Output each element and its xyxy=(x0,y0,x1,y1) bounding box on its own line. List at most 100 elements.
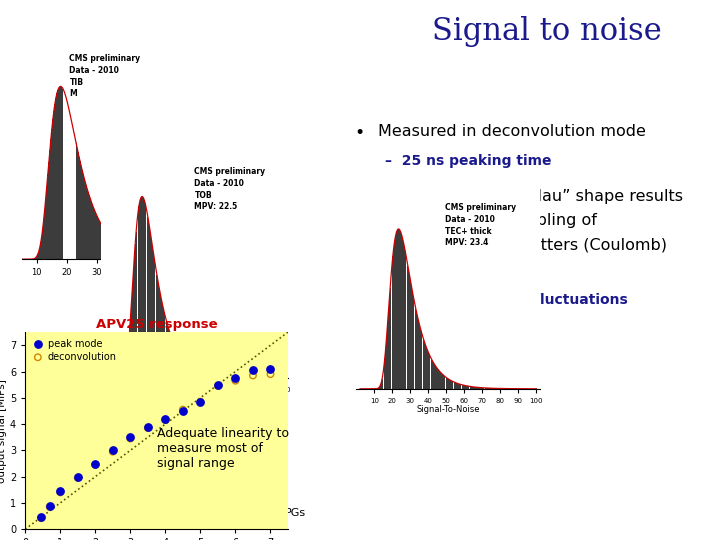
Bar xyxy=(212,375,213,378)
Bar xyxy=(385,348,386,389)
Bar xyxy=(466,386,467,389)
peak mode xyxy=(107,446,119,455)
Bar xyxy=(441,373,442,389)
Bar xyxy=(472,387,473,389)
Bar xyxy=(410,281,411,389)
Bar xyxy=(171,336,172,378)
Bar xyxy=(186,363,187,378)
Bar xyxy=(160,295,161,378)
Bar xyxy=(439,372,440,389)
Bar xyxy=(190,366,191,378)
X-axis label: Signal-To-Noise: Signal-To-Noise xyxy=(416,405,480,414)
Bar xyxy=(206,374,207,378)
Title: APV25 response: APV25 response xyxy=(96,318,217,331)
Bar xyxy=(411,286,412,389)
Bar xyxy=(147,212,148,378)
Bar xyxy=(389,300,390,389)
Bar xyxy=(156,275,157,378)
Bar xyxy=(36,256,37,259)
Bar xyxy=(124,374,125,378)
Bar xyxy=(485,388,486,389)
Text: CMS preliminary
Data - 2010
TOB
MPV: 22.5: CMS preliminary Data - 2010 TOB MPV: 22.… xyxy=(194,167,266,212)
Bar xyxy=(96,217,98,259)
deconvolution xyxy=(72,474,84,482)
Bar xyxy=(132,252,133,259)
Bar xyxy=(150,234,151,378)
Bar xyxy=(387,325,388,389)
Bar xyxy=(51,129,53,259)
peak mode xyxy=(35,513,47,522)
Bar xyxy=(126,366,127,378)
Text: Characteristic “Landau” shape results: Characteristic “Landau” shape results xyxy=(378,189,683,204)
Bar xyxy=(416,313,417,389)
Bar xyxy=(133,253,134,259)
Bar xyxy=(135,253,136,259)
peak mode xyxy=(212,380,224,389)
deconvolution xyxy=(194,397,206,406)
Bar xyxy=(50,139,51,259)
Bar xyxy=(422,334,423,389)
Bar xyxy=(188,365,189,378)
Bar xyxy=(122,247,123,259)
Bar xyxy=(198,372,199,378)
Bar xyxy=(405,255,407,389)
Bar xyxy=(134,253,135,259)
Bar xyxy=(176,349,177,378)
Bar xyxy=(131,300,132,378)
Text: –  25 ns peaking time: – 25 ns peaking time xyxy=(385,154,552,168)
Bar xyxy=(159,290,160,378)
deconvolution xyxy=(89,461,101,469)
Bar xyxy=(403,242,404,389)
Bar xyxy=(432,361,433,389)
Bar xyxy=(180,355,181,378)
Bar xyxy=(178,353,179,378)
Bar xyxy=(218,376,219,378)
Bar xyxy=(151,240,152,378)
Bar xyxy=(60,86,61,259)
Bar xyxy=(170,334,171,378)
Bar xyxy=(380,385,381,389)
Bar xyxy=(444,376,445,389)
Bar xyxy=(467,386,468,389)
Bar xyxy=(111,238,112,259)
Bar xyxy=(465,386,466,389)
Bar xyxy=(154,258,155,378)
Bar xyxy=(229,377,230,378)
Bar xyxy=(125,249,126,259)
Bar xyxy=(228,377,229,378)
Bar xyxy=(426,348,427,389)
deconvolution xyxy=(212,382,224,390)
Bar xyxy=(483,388,484,389)
Text: Adequate linearity to
measure most of
signal range: Adequate linearity to measure most of si… xyxy=(157,427,289,470)
Bar xyxy=(145,207,146,378)
Bar xyxy=(450,380,451,389)
Bar xyxy=(384,358,385,389)
Text: CMS preliminary
Data - 2010
TIB
M: CMS preliminary Data - 2010 TIB M xyxy=(69,54,140,98)
Bar xyxy=(197,371,198,378)
deconvolution xyxy=(265,370,276,379)
Bar xyxy=(442,374,443,389)
Bar xyxy=(112,239,113,259)
Bar xyxy=(135,232,137,378)
peak mode xyxy=(230,374,241,382)
Bar xyxy=(63,91,64,259)
Text: –  occasional large fluctuations: – occasional large fluctuations xyxy=(385,293,628,307)
Bar xyxy=(484,388,485,389)
Bar xyxy=(81,170,83,259)
Bar xyxy=(438,370,439,389)
peak mode xyxy=(194,397,206,406)
Bar xyxy=(204,374,205,378)
Bar xyxy=(456,383,457,389)
Bar xyxy=(473,387,474,389)
Bar xyxy=(144,200,145,378)
Bar xyxy=(470,387,471,389)
Bar xyxy=(401,235,402,389)
Bar xyxy=(428,354,430,389)
Bar xyxy=(66,101,68,259)
Bar xyxy=(417,317,418,389)
Bar xyxy=(105,231,106,259)
Bar xyxy=(102,226,103,259)
Bar xyxy=(65,94,66,259)
Bar xyxy=(392,256,393,389)
Bar xyxy=(169,332,170,378)
